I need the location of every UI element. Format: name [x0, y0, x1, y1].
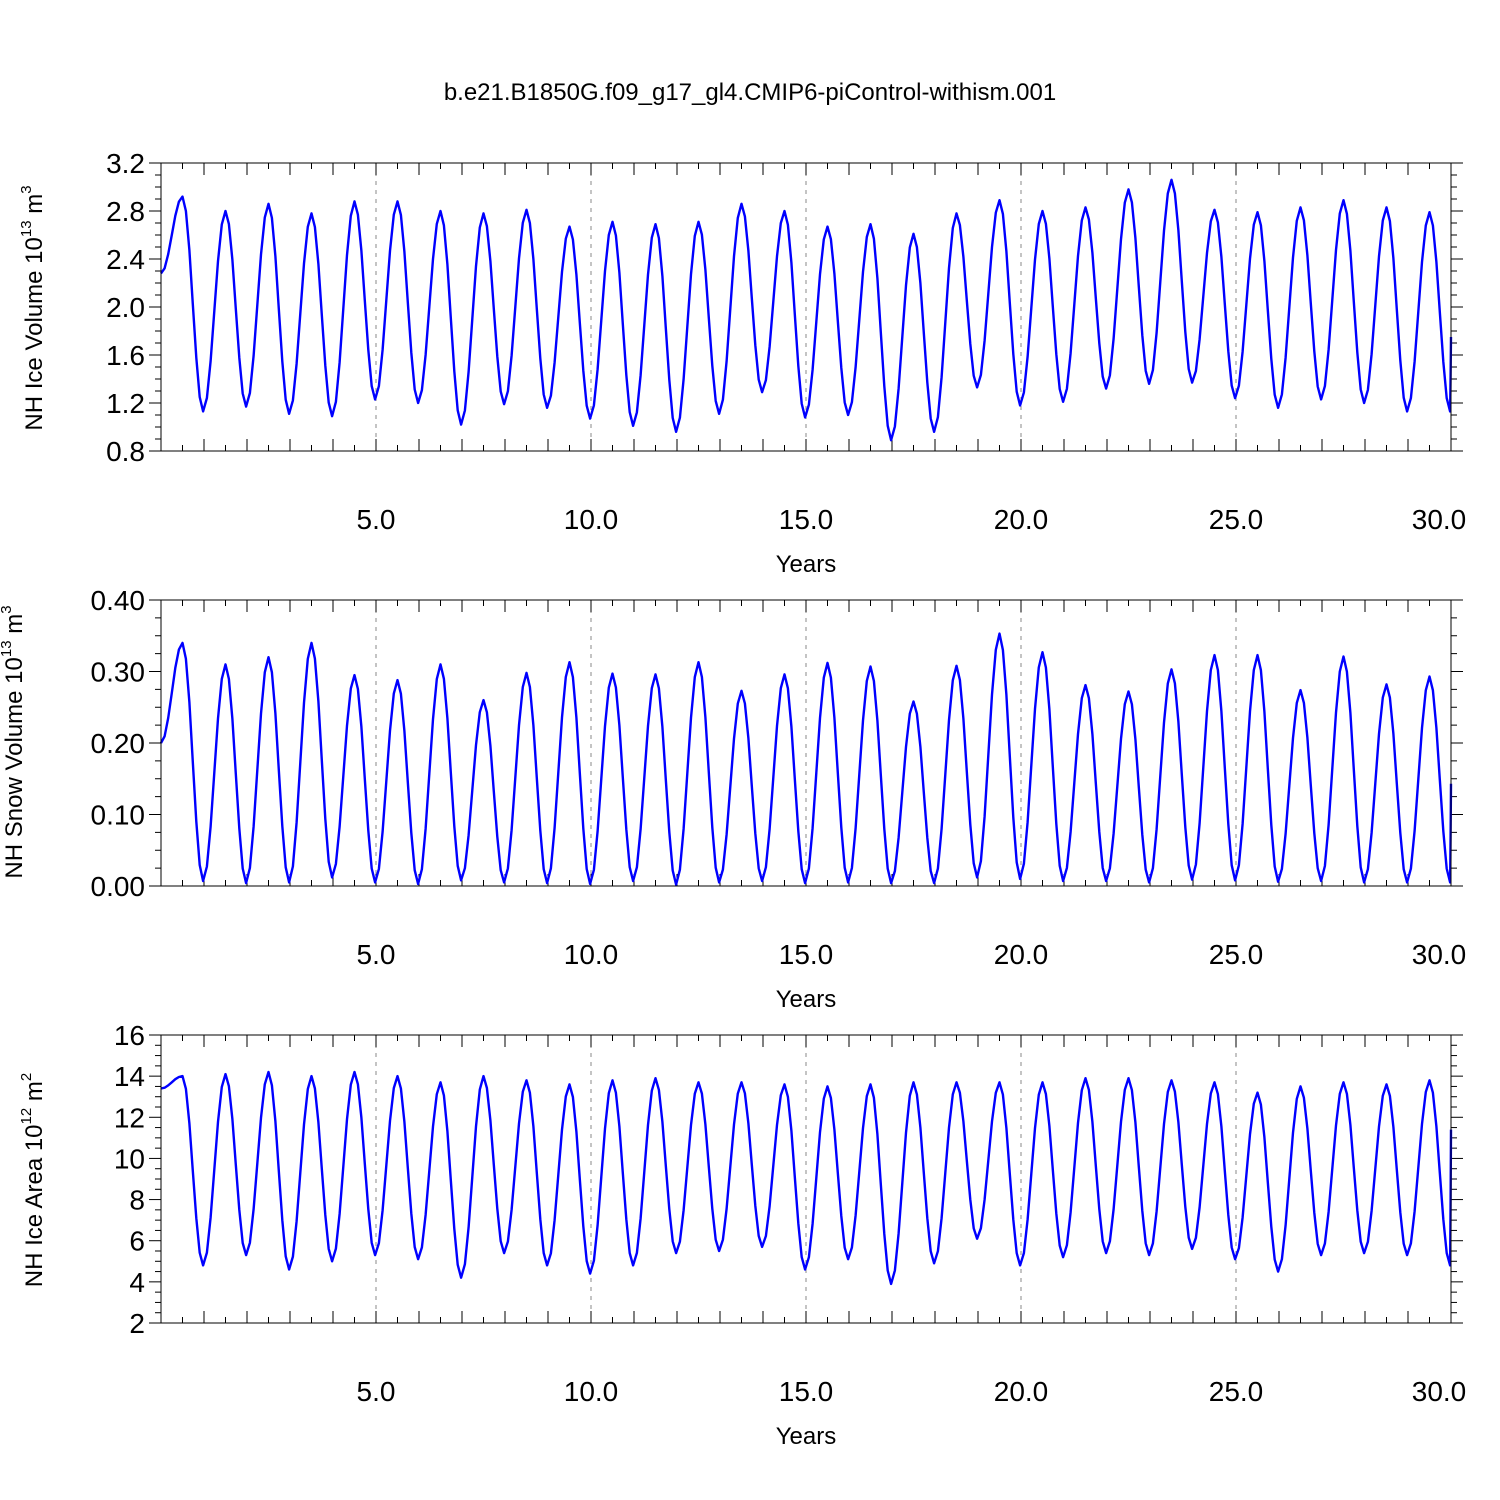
x-tick-label: 15.0	[779, 1376, 834, 1407]
x-tick-label: 20.0	[994, 504, 1049, 535]
series-line	[160, 178, 1453, 442]
y-tick-label: 2.0	[106, 292, 145, 323]
x-axis-title: Years	[776, 1423, 837, 1450]
y-tick-label: 16	[114, 1020, 145, 1051]
plot-frame	[160, 1034, 1452, 1324]
x-tick-label: 30.0	[1412, 1376, 1467, 1407]
y-axis-title: NH Ice Area 1012 m2	[18, 1073, 48, 1287]
x-tick-label: 20.0	[994, 939, 1049, 970]
x-tick-label: 15.0	[779, 939, 834, 970]
y-tick-label: 2.4	[106, 244, 145, 275]
y-tick-label: 0.00	[91, 871, 146, 902]
x-tick-label: 10.0	[564, 939, 619, 970]
x-tick-label: 30.0	[1412, 504, 1467, 535]
y-tick-label: 3.2	[106, 148, 145, 179]
x-tick-label: 10.0	[564, 504, 619, 535]
x-tick-label: 25.0	[1209, 1376, 1264, 1407]
y-tick-label: 4	[129, 1267, 145, 1298]
plot-frame	[160, 599, 1452, 887]
x-tick-label: 20.0	[994, 1376, 1049, 1407]
y-tick-label: 2.8	[106, 196, 145, 227]
series-line	[159, 632, 1453, 886]
y-tick-label: 0.10	[91, 800, 146, 831]
x-tick-label: 10.0	[564, 1376, 619, 1407]
y-tick-label: 12	[114, 1102, 145, 1133]
y-axis-title: NH Snow Volume 1013 m3	[0, 605, 28, 878]
x-tick-label: 5.0	[357, 504, 396, 535]
y-axis-title: NH Ice Volume 1013 m3	[18, 185, 48, 430]
y-tick-label: 0.20	[91, 728, 146, 759]
plot-frame	[160, 162, 1452, 452]
panel-2: 5.0 10.0 15.0 20.0 25.0 30.0 0.00 0.10 0.20 0.30 0…	[0, 585, 1466, 1013]
x-axis-title: Years	[776, 551, 837, 578]
y-tick-label: 6	[129, 1226, 145, 1257]
y-tick-label: 1.2	[106, 388, 145, 419]
y-tick-label: 2	[129, 1308, 145, 1339]
y-tick-label: 10	[114, 1143, 145, 1174]
y-tick-label: 0.30	[91, 657, 146, 688]
panels: 5.0 10.0 15.0 20.0 25.0 30.00.81.21.62.02.42.…	[0, 148, 1466, 1450]
x-tick-label: 5.0	[357, 1376, 396, 1407]
panel-1: 5.0 10.0 15.0 20.0 25.0 30.0 0.8 1.2 1.6 2.0 2.4 2.…	[18, 148, 1466, 578]
figure-title: b.e21.B1850G.f09_g17_gl4.CMIP6-piControl…	[444, 79, 1056, 106]
x-tick-label: 25.0	[1209, 504, 1264, 535]
x-tick-label: 25.0	[1209, 939, 1264, 970]
y-tick-label: 0.8	[106, 436, 145, 467]
y-tick-label: 0.40	[91, 585, 146, 616]
series-line	[160, 1070, 1453, 1286]
y-tick-label: 1.6	[106, 340, 145, 371]
x-axis-title: Years	[776, 986, 837, 1013]
x-tick-label: 30.0	[1412, 939, 1467, 970]
x-tick-label: 15.0	[779, 504, 834, 535]
x-tick-label: 5.0	[357, 939, 396, 970]
panel-3: 5.0 10.0 15.0 20.0 25.0 30.0 2 4 6 8 10 12 14 16 Years…	[18, 1020, 1466, 1450]
y-tick-label: 8	[129, 1185, 145, 1216]
y-tick-label: 14	[114, 1061, 145, 1092]
